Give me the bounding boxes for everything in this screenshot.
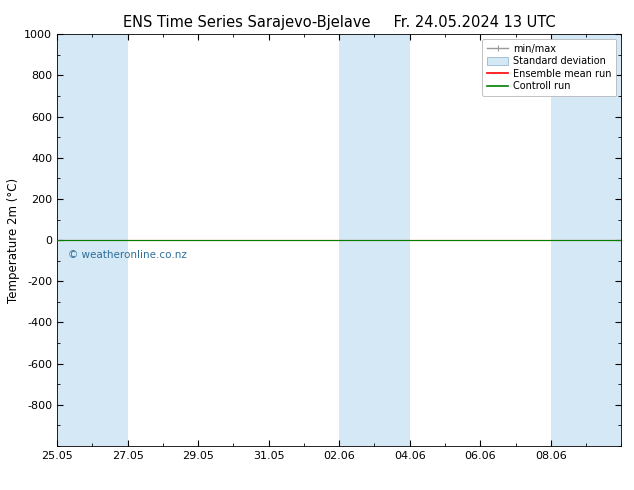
Bar: [93, 34, 127, 446]
Title: ENS Time Series Sarajevo-Bjelave     Fr. 24.05.2024 13 UTC: ENS Time Series Sarajevo-Bjelave Fr. 24.…: [123, 15, 555, 30]
Bar: [375, 34, 410, 446]
Bar: [339, 34, 375, 446]
Legend: min/max, Standard deviation, Ensemble mean run, Controll run: min/max, Standard deviation, Ensemble me…: [482, 39, 616, 96]
Bar: [551, 34, 621, 446]
Text: © weatheronline.co.nz: © weatheronline.co.nz: [68, 250, 187, 260]
Y-axis label: Temperature 2m (°C): Temperature 2m (°C): [7, 177, 20, 303]
Bar: [57, 34, 93, 446]
